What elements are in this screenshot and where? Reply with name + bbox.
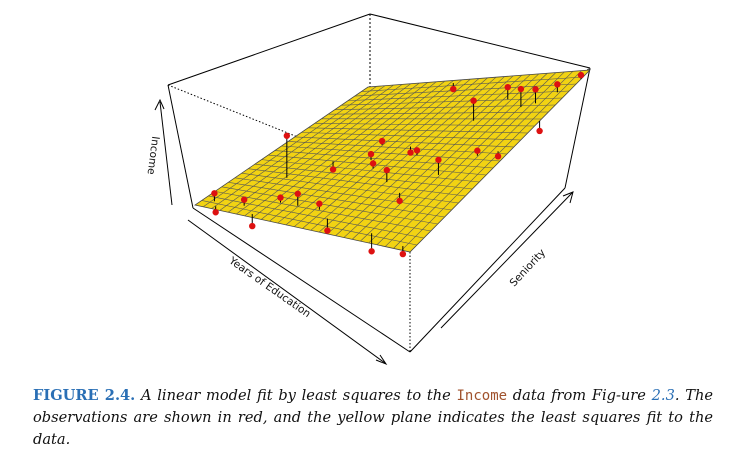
observation-point bbox=[277, 194, 284, 201]
caption-text-1: A linear model fit by least squares to t… bbox=[135, 387, 457, 404]
figure-label: FIGURE 2.4. bbox=[33, 387, 136, 404]
grid-line-education bbox=[376, 72, 557, 245]
grid-line-education bbox=[393, 71, 574, 249]
observation-point bbox=[240, 196, 248, 203]
grid-line-seniority bbox=[308, 127, 528, 134]
box-edge-bottom-left bbox=[192, 207, 411, 353]
income-arrowhead bbox=[154, 98, 165, 111]
observation-point bbox=[212, 209, 219, 216]
observation-point bbox=[536, 127, 543, 135]
observation-point bbox=[329, 166, 337, 173]
income-axis-label: Income bbox=[145, 135, 162, 175]
grid-line-education bbox=[335, 75, 514, 236]
observation-point bbox=[577, 71, 585, 79]
grid-line-seniority bbox=[334, 104, 556, 110]
box-edge-bottom-right bbox=[409, 187, 566, 353]
grid-line-seniority bbox=[281, 145, 501, 162]
box-edge-left-vertical bbox=[167, 84, 194, 209]
observation-point bbox=[316, 200, 323, 207]
grid-line-seniority bbox=[328, 111, 549, 115]
seniority-axis-arrow bbox=[440, 192, 573, 329]
observation-point bbox=[517, 85, 525, 93]
education-arrowhead bbox=[375, 354, 388, 366]
caption-text-3: . The observations are shown in red, and… bbox=[33, 387, 713, 448]
education-axis-label: Years of Education bbox=[226, 254, 313, 320]
grid-line-seniority bbox=[354, 83, 577, 97]
observation-point bbox=[532, 86, 539, 93]
caption-code-income: Income bbox=[456, 388, 508, 404]
grid-line-seniority bbox=[348, 90, 570, 101]
perspective-plot: Income Years of Education Seniority bbox=[145, 13, 592, 366]
grid-line-seniority bbox=[294, 136, 514, 148]
observation-point bbox=[554, 81, 561, 88]
grid-line-education bbox=[384, 71, 565, 247]
box-edge-top-left bbox=[167, 13, 371, 86]
observation-point bbox=[413, 147, 421, 154]
box-edge-top-right bbox=[369, 13, 591, 69]
seniority-arrowhead bbox=[562, 191, 574, 204]
observation-point bbox=[396, 197, 403, 205]
axis-arrows bbox=[154, 98, 574, 366]
grid-line-education bbox=[368, 73, 548, 244]
grid-line-seniority bbox=[361, 76, 584, 92]
observation-point bbox=[435, 156, 442, 164]
observation-point bbox=[383, 166, 391, 174]
figure-reference-link[interactable]: 2.3 bbox=[651, 387, 675, 404]
observation-point bbox=[324, 227, 331, 234]
income-axis-arrow bbox=[159, 101, 173, 206]
observation-point bbox=[399, 250, 407, 258]
grid-line-education bbox=[351, 74, 531, 240]
observation-point bbox=[294, 190, 301, 197]
observation-point bbox=[367, 150, 375, 158]
box-front-edges bbox=[192, 187, 566, 353]
observation-point bbox=[378, 137, 386, 145]
grid-line-seniority bbox=[314, 123, 535, 127]
observation-point bbox=[368, 248, 375, 255]
grid-line-education bbox=[310, 77, 488, 231]
observation-points bbox=[211, 71, 585, 258]
grid-line-seniority bbox=[301, 132, 521, 141]
grid-line-education bbox=[318, 76, 497, 233]
observation-point bbox=[249, 222, 256, 230]
observation-point bbox=[504, 83, 511, 91]
grid-line-education bbox=[360, 73, 539, 242]
observation-point bbox=[211, 190, 218, 197]
observation-point bbox=[494, 153, 502, 160]
observation-point bbox=[474, 147, 481, 154]
grid-line-education bbox=[343, 75, 522, 238]
grid-line-seniority bbox=[288, 141, 507, 155]
observation-point bbox=[369, 160, 377, 167]
box-edge-right-vertical bbox=[564, 67, 591, 189]
least-squares-plane bbox=[194, 69, 592, 253]
observation-point bbox=[283, 132, 291, 139]
figure-caption: FIGURE 2.4. A linear model fit by least … bbox=[33, 385, 713, 451]
caption-text-2: data from Fig-ure bbox=[507, 387, 652, 404]
plane-surface bbox=[194, 69, 592, 253]
grid-line-seniority bbox=[341, 97, 563, 106]
education-axis-arrow bbox=[187, 219, 386, 364]
observation-point bbox=[470, 97, 477, 104]
observation-point bbox=[450, 85, 457, 93]
regression-plane-figure: Income Years of Education Seniority bbox=[145, 13, 592, 366]
observation-point bbox=[407, 149, 414, 156]
grid-line-education bbox=[401, 70, 582, 251]
